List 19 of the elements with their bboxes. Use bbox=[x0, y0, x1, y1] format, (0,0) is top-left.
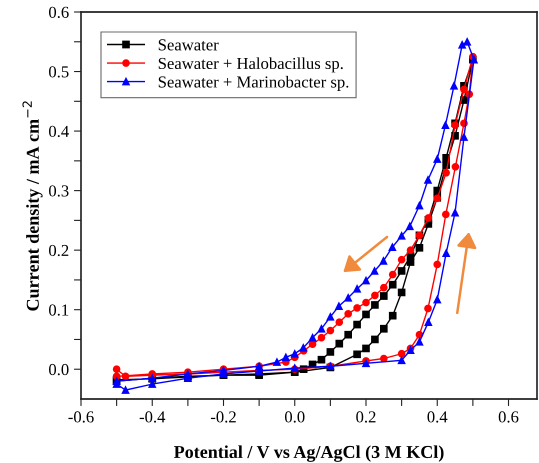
y-tick-label: 0.0 bbox=[48, 364, 69, 376]
y-tick-label: 0.1 bbox=[48, 304, 68, 316]
x-tick-label: 0.6 bbox=[498, 411, 518, 423]
x-tick-label: -0.2 bbox=[210, 411, 236, 423]
legend-label: Seawater bbox=[158, 39, 219, 50]
y-tick-label: 0.6 bbox=[48, 6, 69, 18]
y-tick-label: 0.4 bbox=[48, 126, 69, 138]
x-tick-label: 0.0 bbox=[284, 411, 305, 423]
legend-label: Seawater + Halobacillus sp. bbox=[158, 57, 343, 72]
y-tick-label: 0.3 bbox=[48, 185, 69, 197]
x-tick-label: -0.4 bbox=[140, 411, 166, 423]
legend-label: Seawater + Marinobacter sp. bbox=[158, 76, 348, 91]
x-tick-label: 0.4 bbox=[427, 411, 448, 423]
x-axis-title: Potential / V vs Ag/AgCl (3 M KCl) bbox=[174, 445, 444, 462]
x-tick-label: -0.6 bbox=[68, 411, 94, 423]
y-tick-label: 0.5 bbox=[48, 66, 69, 78]
x-tick-label: 0.2 bbox=[356, 411, 376, 423]
y-axis-title: Current density / mA cm$^{−2}$ bbox=[22, 101, 43, 311]
y-tick-label: 0.2 bbox=[48, 244, 68, 256]
